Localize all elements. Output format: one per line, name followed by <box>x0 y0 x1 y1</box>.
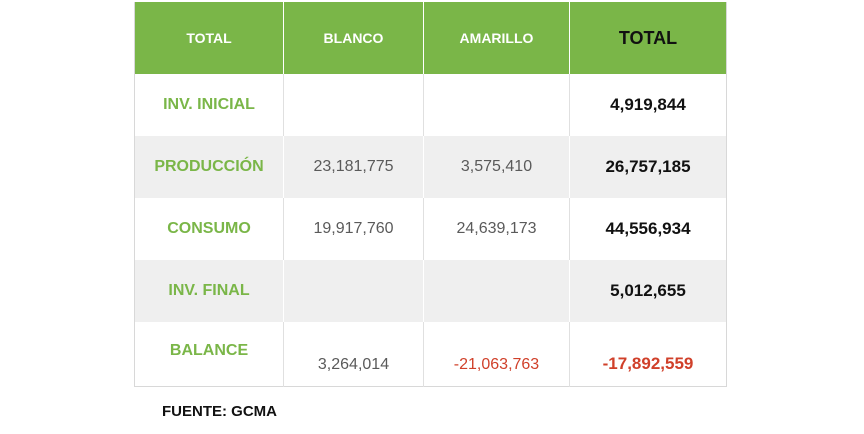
cell-blanco <box>283 260 424 322</box>
balance-table-container: TOTAL BLANCO AMARILLO TOTAL INV. INICIAL… <box>134 2 727 387</box>
row-label-consumo: CONSUMO <box>134 198 284 260</box>
cell-total: 5,012,655 <box>569 260 727 322</box>
table-row: PRODUCCIÓN 23,181,775 3,575,410 26,757,1… <box>134 136 727 198</box>
row-label-inv-inicial: INV. INICIAL <box>134 74 284 136</box>
row-label-inv-final: INV. FINAL <box>134 260 284 322</box>
cell-total: 26,757,185 <box>569 136 727 198</box>
source-note: FUENTE: GCMA <box>162 403 277 420</box>
cell-blanco <box>283 74 424 136</box>
table-header-row: TOTAL BLANCO AMARILLO TOTAL <box>134 2 727 74</box>
table-row: BALANCE 3,264,014 -21,063,763 -17,892,55… <box>134 322 727 386</box>
cell-blanco: 23,181,775 <box>283 136 424 198</box>
balance-table: TOTAL BLANCO AMARILLO TOTAL INV. INICIAL… <box>134 2 727 387</box>
cell-amarillo: 24,639,173 <box>423 198 570 260</box>
cell-blanco: 19,917,760 <box>283 198 424 260</box>
header-total: TOTAL <box>569 2 727 74</box>
cell-total: 44,556,934 <box>605 219 691 238</box>
cell-amarillo: -21,063,763 <box>423 322 570 386</box>
header-amarillo: AMARILLO <box>423 2 570 74</box>
header-total-label: TOTAL <box>134 2 284 74</box>
cell-total: 4,919,844 <box>610 95 686 114</box>
cell-amarillo <box>423 74 570 136</box>
row-label-balance: BALANCE <box>134 322 284 386</box>
table-row: INV. FINAL 5,012,655 <box>134 260 727 322</box>
header-blanco: BLANCO <box>283 2 424 74</box>
cell-amarillo <box>423 260 570 322</box>
row-label-produccion: PRODUCCIÓN <box>134 136 284 198</box>
cell-amarillo: 3,575,410 <box>423 136 570 198</box>
cell-blanco: 3,264,014 <box>283 322 424 386</box>
cell-total: -17,892,559 <box>602 353 694 373</box>
table-row: CONSUMO 19,917,760 24,639,173 44,556,934 <box>134 198 727 260</box>
table-row: INV. INICIAL 4,919,844 <box>134 74 727 136</box>
